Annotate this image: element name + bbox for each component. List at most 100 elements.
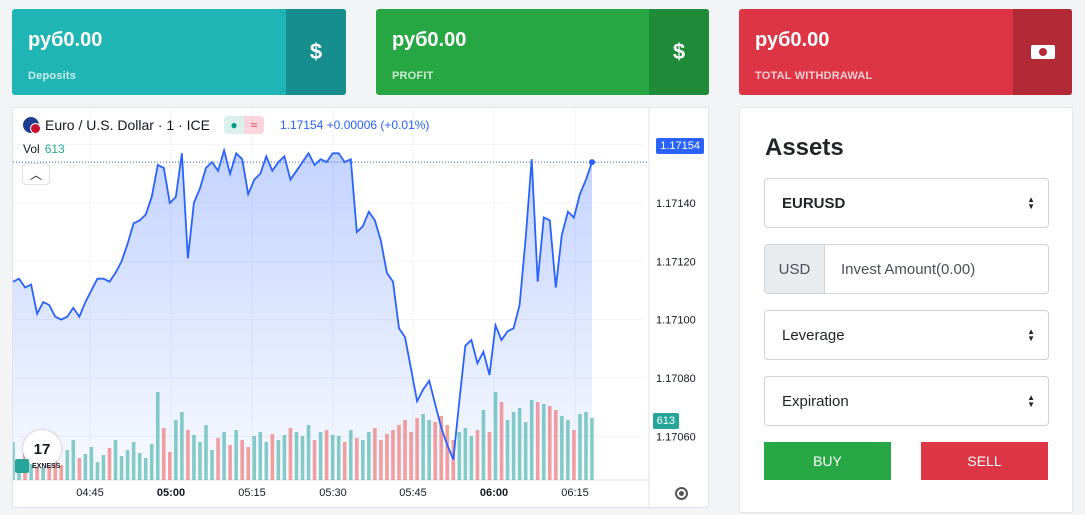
symbol-title: Euro / U.S. Dollar · 1 · ICE (45, 117, 210, 133)
volume-bar (566, 420, 570, 480)
leverage-select[interactable]: Leverage ▲ ▼ (764, 310, 1049, 360)
volume-bar (101, 455, 106, 480)
volume-bar (59, 465, 64, 480)
volume-bar (348, 430, 353, 480)
volume-bar (481, 410, 486, 480)
tradingview-logo[interactable]: 17 (23, 430, 61, 468)
withdrawal-label: TOTAL WITHDRAWAL (755, 70, 873, 82)
volume-bar (421, 414, 425, 480)
volume-bar (216, 438, 220, 480)
volume-bar (529, 400, 534, 480)
withdrawal-card: руб0.00 TOTAL WITHDRAWAL (739, 9, 1072, 95)
volume-bar (439, 416, 444, 480)
volume-bar (83, 454, 88, 480)
volume-bar (107, 448, 112, 480)
price-chart[interactable]: 1.171601.171401.171201.171001.170801.170… (12, 107, 709, 508)
volume-bar (415, 418, 419, 480)
volume-bar (572, 430, 576, 480)
dollar-icon: $ (286, 9, 346, 95)
volume-bar (95, 462, 100, 480)
volume-bar (228, 445, 232, 480)
volume-bar (373, 428, 377, 480)
volume-bar (505, 420, 510, 480)
volume-bar (457, 432, 462, 480)
volume-bar (252, 436, 257, 480)
market-status-pill[interactable]: ● ≈ (223, 116, 264, 134)
volume-bar (300, 436, 305, 480)
volume-bar (41, 460, 45, 480)
chevron-up-icon: ︿ (29, 167, 42, 182)
asset-select[interactable]: EURUSD ▲ ▼ (764, 178, 1049, 228)
volume-bar (336, 436, 341, 480)
assets-panel: Assets EURUSD ▲▼ USD Leverage ▲▼ Expirat… (739, 107, 1073, 513)
market-open-icon: ● (223, 116, 244, 134)
collapse-legend-button[interactable]: ︿ (22, 163, 50, 185)
volume-bar (204, 425, 208, 480)
volume-bar (391, 430, 395, 480)
volume-bar (168, 452, 172, 480)
volume-bar (192, 435, 196, 480)
volume-bar (445, 425, 450, 480)
volume-bar (13, 442, 15, 480)
x-tick-label: 04:45 (76, 487, 104, 499)
sell-button[interactable]: SELL (921, 442, 1048, 480)
volume-bar (451, 440, 456, 480)
leverage-select-value: Leverage (782, 326, 845, 344)
brand-mark-icon (15, 459, 29, 473)
x-tick-label: 05:00 (157, 487, 185, 499)
volume-bar (511, 412, 516, 480)
price-area (13, 150, 592, 480)
volume-bar (47, 462, 51, 480)
volume-legend: Vol 613 (23, 142, 65, 156)
expiration-select[interactable]: Expiration ▲ ▼ (764, 376, 1049, 426)
volume-bar (149, 444, 154, 480)
deposits-label: Deposits (28, 70, 77, 82)
y-tick-label: 1.17060 (656, 431, 696, 443)
volume-bar (590, 418, 594, 480)
volume-bar (125, 450, 130, 480)
volume-bar (367, 432, 371, 480)
buy-button[interactable]: BUY (764, 442, 891, 480)
invest-amount-group: USD (764, 244, 1049, 294)
volume-bar (143, 458, 148, 480)
select-arrows-icon: ▲ ▼ (1027, 393, 1035, 409)
profit-card: руб0.00 PROFIT $ (376, 9, 709, 95)
currency-addon: USD (765, 245, 825, 293)
volume-bar (578, 414, 582, 480)
volume-bar (17, 468, 21, 480)
settings-icon[interactable] (675, 487, 688, 500)
volume-bar (547, 406, 552, 480)
last-price-axis-label: 1.17154 (656, 138, 704, 154)
data-delay-icon: ≈ (243, 116, 264, 134)
volume-bar (433, 422, 437, 480)
x-tick-label: 05:30 (319, 487, 347, 499)
brand-name: EXNESS (32, 462, 61, 470)
x-tick-label: 06:15 (561, 487, 589, 499)
volume-bar (397, 425, 401, 480)
volume-axis-label: 613 (652, 413, 679, 429)
volume-bar (427, 420, 431, 480)
volume-bar (541, 404, 546, 480)
volume-bar (385, 434, 389, 480)
volume-bar (161, 428, 166, 480)
invest-amount-input[interactable] (825, 245, 1048, 293)
chart-canvas[interactable]: 1.171601.171401.171201.171001.170801.170… (13, 108, 709, 508)
volume-bar (246, 447, 251, 480)
dollar-icon: $ (649, 9, 709, 95)
volume-bar (330, 435, 335, 480)
volume-bar (324, 430, 329, 480)
volume-bar (409, 432, 413, 480)
volume-bar (523, 422, 528, 480)
volume-bar (276, 440, 281, 480)
volume-bar (312, 440, 317, 480)
volume-bar (89, 447, 94, 480)
volume-bar (499, 402, 504, 480)
x-tick-label: 06:00 (480, 487, 508, 499)
last-price-text: 1.17154 (279, 118, 324, 132)
volume-bar (306, 425, 311, 480)
volume-bar (487, 432, 492, 480)
volume-bar (475, 430, 480, 480)
volume-bar (210, 450, 214, 480)
volume-bar (119, 456, 124, 480)
volume-bar (463, 428, 468, 480)
